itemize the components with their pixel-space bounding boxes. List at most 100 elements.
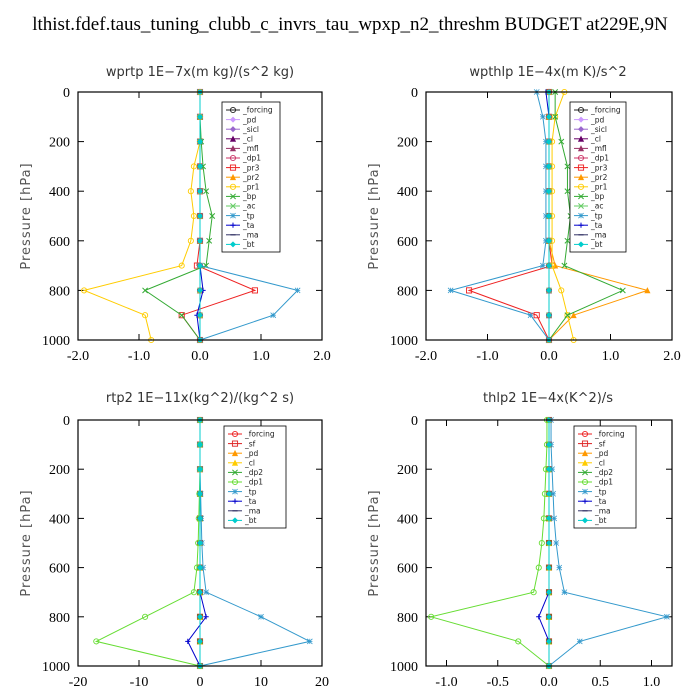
legend-marker	[229, 116, 237, 123]
legend-label: _pr1	[590, 183, 608, 192]
data-point	[549, 466, 555, 473]
y-axis-label: Pressure [hPa]	[19, 162, 34, 269]
data-point	[196, 441, 204, 448]
data-point	[251, 287, 258, 294]
data-point	[545, 466, 553, 473]
legend-marker	[229, 135, 237, 142]
data-point	[564, 312, 571, 319]
y-tick-label: 800	[49, 284, 70, 299]
legend-label: _ma	[242, 231, 259, 240]
series-bp	[142, 89, 216, 343]
panel-title: wprtp 1E−7x(m kg)/(s^2 kg)	[106, 65, 294, 80]
data-point	[550, 490, 556, 497]
data-point	[576, 638, 583, 645]
legend-marker	[581, 459, 589, 466]
legend-marker	[577, 106, 585, 114]
legend-label: _bt	[242, 240, 255, 249]
data-point	[428, 613, 435, 620]
data-point	[196, 515, 204, 522]
series-line	[448, 91, 550, 341]
data-point	[178, 262, 185, 269]
data-point	[466, 287, 473, 294]
legend-marker	[231, 430, 239, 438]
data-point	[142, 312, 149, 319]
legend-label: _tp	[244, 487, 257, 496]
data-point	[81, 287, 88, 294]
data-point	[203, 614, 209, 620]
data-point	[185, 638, 191, 644]
data-point	[190, 589, 197, 596]
data-point	[196, 113, 204, 120]
legend-marker	[582, 498, 588, 504]
x-tick-label: 0	[197, 675, 204, 690]
legend-label: _pr2	[590, 173, 608, 182]
legend-marker	[229, 145, 237, 152]
data-point	[545, 237, 553, 244]
data-point	[196, 638, 204, 645]
legend-marker	[577, 135, 585, 142]
data-point	[187, 188, 194, 195]
legend-label: _pd	[244, 449, 259, 458]
data-point	[196, 262, 204, 269]
legend-marker	[577, 241, 585, 248]
legend-label: _bp	[242, 192, 257, 201]
legend-label: _cl	[244, 459, 255, 468]
legend-marker	[229, 183, 237, 190]
legend-label: _sicl	[242, 125, 259, 134]
data-point	[564, 163, 571, 170]
y-axis-label: Pressure [hPa]	[367, 489, 382, 596]
legend-marker	[578, 203, 584, 209]
data-point	[551, 515, 558, 522]
legend-label: _ac	[590, 202, 603, 211]
legend-label: _forcing	[590, 106, 621, 115]
legend-marker	[582, 488, 588, 495]
y-tick-label: 1000	[390, 334, 418, 349]
legend-marker	[229, 126, 237, 133]
series-pr1	[81, 88, 204, 344]
data-point	[545, 490, 553, 497]
series-line	[551, 91, 575, 341]
x-tick-label: -1.0	[128, 349, 150, 364]
data-point	[663, 613, 670, 620]
data-point	[196, 138, 204, 145]
y-tick-label: 400	[397, 185, 418, 200]
legend: _forcing_sf_pd_cl_dp2_dp1_tp_ta_ma_bt	[223, 425, 287, 529]
y-tick-label: 0	[63, 86, 70, 101]
legend-marker	[577, 183, 585, 190]
legend-label: _ta	[590, 221, 602, 230]
legend-label: _tp	[590, 211, 603, 220]
page-title: lthist.fdef.taus_tuning_clubb_c_invrs_ta…	[32, 14, 668, 35]
plot-frame	[77, 419, 323, 667]
legend-label: _tp	[242, 211, 255, 220]
legend-marker	[230, 193, 236, 200]
legend: _forcing_pd_sicl_cl_mfl_dp1_pr3_pr2_pr1_…	[221, 101, 281, 253]
legend-marker	[577, 173, 585, 181]
series-ta	[185, 417, 209, 669]
legend-marker	[577, 116, 585, 123]
y-tick-label: 1000	[390, 660, 418, 675]
legend-label: _dp2	[594, 468, 613, 477]
data-point	[564, 237, 571, 244]
y-tick-label: 800	[49, 611, 70, 626]
legend-marker	[578, 193, 584, 200]
legend-marker	[230, 212, 236, 219]
x-tick-label: -0.5	[487, 675, 509, 690]
data-point	[543, 138, 549, 145]
legend-label: _pr2	[242, 173, 260, 182]
data-point	[543, 163, 549, 170]
data-point	[294, 287, 301, 294]
legend-label: _tp	[594, 487, 607, 496]
y-tick-label: 800	[397, 611, 418, 626]
legend-label: _cl	[242, 135, 253, 144]
series-bt	[545, 88, 553, 344]
data-point	[619, 287, 626, 294]
data-point	[545, 188, 553, 195]
legend-marker	[229, 106, 237, 114]
series-line	[467, 92, 553, 341]
data-point	[539, 262, 546, 269]
data-point	[552, 262, 559, 269]
x-tick-label: -1.0	[435, 675, 457, 690]
legend-label: _sf	[594, 439, 606, 448]
series-bt	[196, 88, 204, 344]
series-line	[429, 420, 550, 667]
